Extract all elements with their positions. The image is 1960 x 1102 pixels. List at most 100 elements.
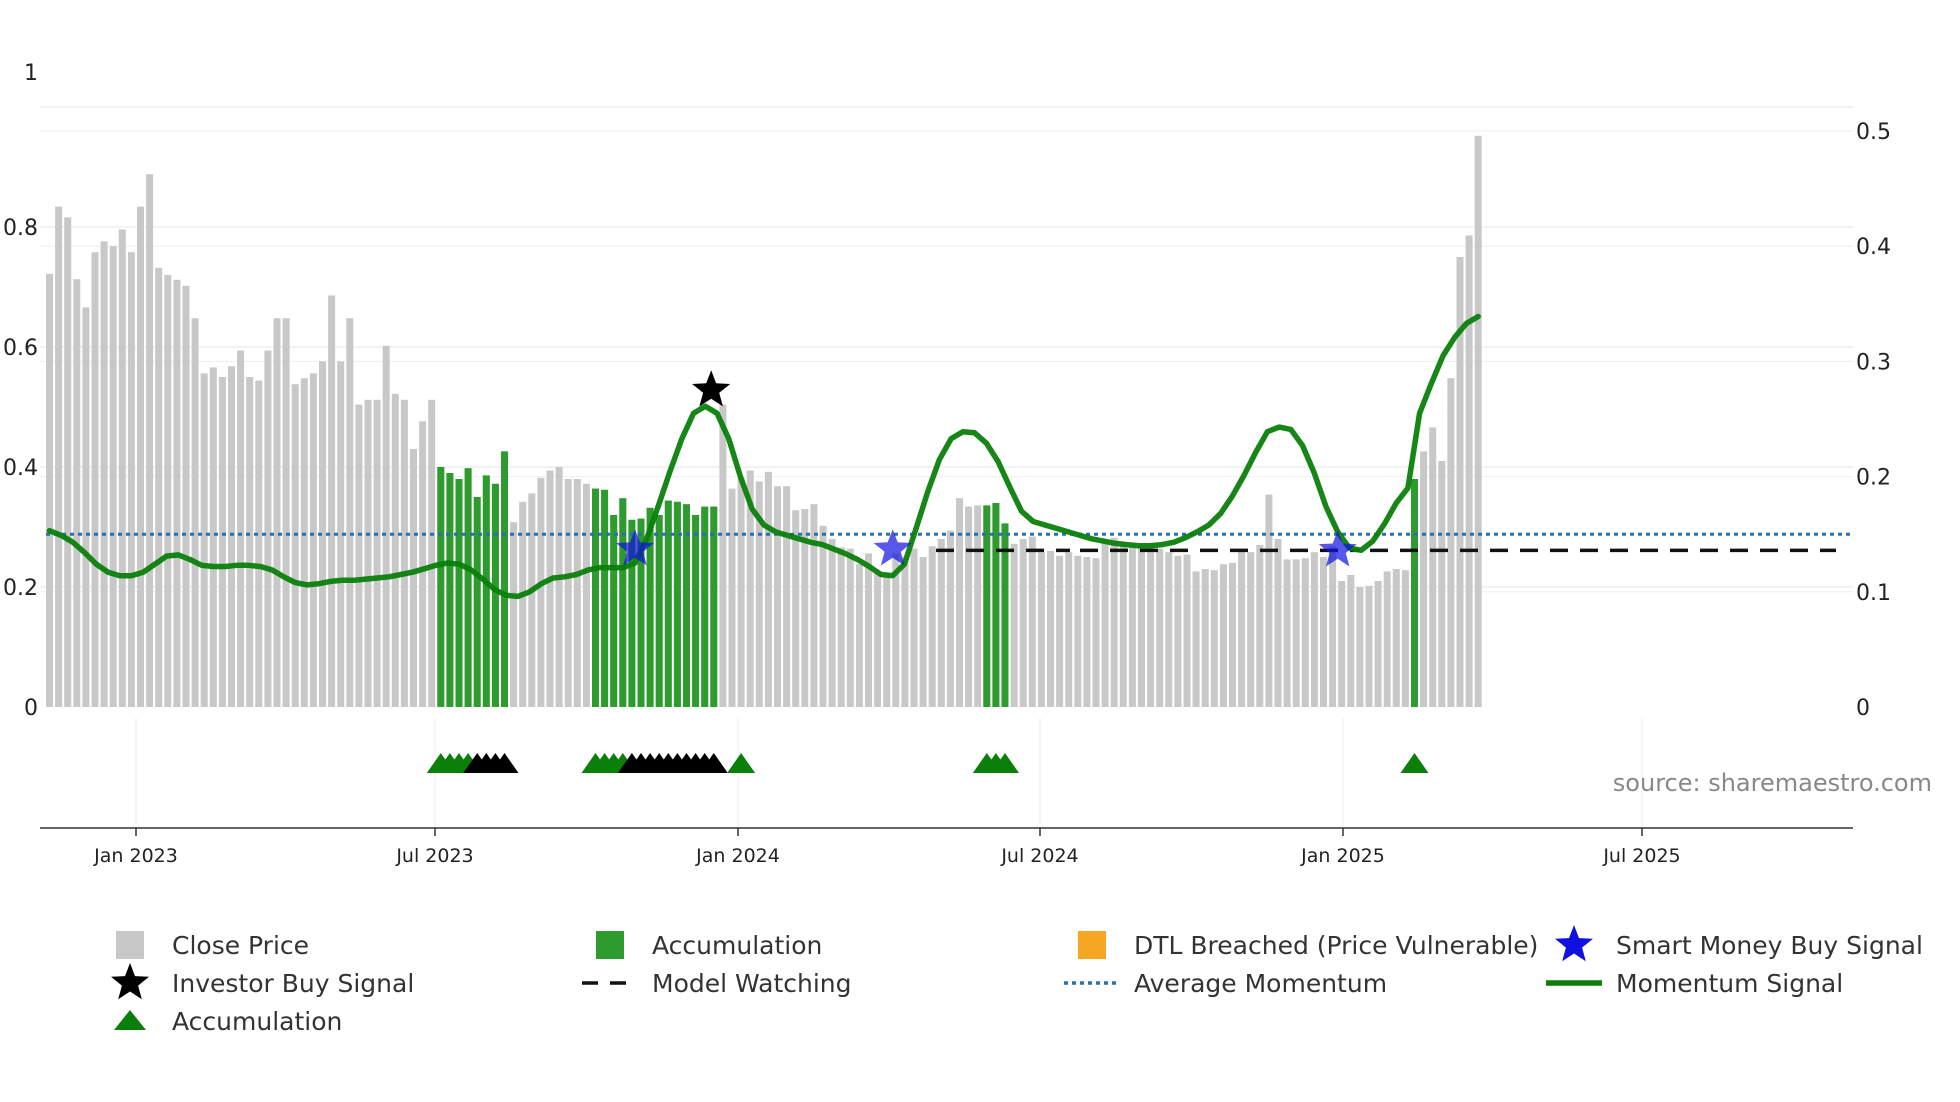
- accumulation-triangle: [699, 753, 728, 773]
- accumulation-bar: [683, 504, 690, 707]
- close-price-bar: [928, 546, 936, 707]
- close-price-bar: [1110, 537, 1118, 707]
- accumulation-bar: [501, 451, 508, 707]
- accumulation-bar: [491, 483, 499, 707]
- close-price-bar: [1037, 552, 1045, 707]
- close-price-bar: [1429, 427, 1437, 707]
- accumulation-triangle: [490, 753, 519, 773]
- accumulation-bar: [701, 506, 709, 707]
- close-price-bar: [1210, 570, 1218, 707]
- close-price-bar: [73, 279, 81, 707]
- close-price-bar: [1119, 542, 1127, 707]
- left-axis-tick-label: 0.2: [3, 576, 38, 601]
- accumulation-bar: [637, 518, 645, 707]
- source-label: source: sharemaestro.com: [1613, 769, 1932, 797]
- close-price-bar: [1201, 569, 1209, 707]
- close-price-bar: [419, 421, 427, 707]
- x-axis-tick-label: Jan 2025: [1300, 845, 1385, 867]
- close-price-bar: [127, 252, 135, 707]
- close-price-bar: [91, 252, 99, 707]
- close-price-bar: [810, 504, 818, 707]
- accumulation-bar: [473, 497, 481, 707]
- close-price-bar: [528, 493, 536, 707]
- legend-label: Close Price: [172, 931, 309, 960]
- close-price-bar: [1447, 378, 1455, 707]
- close-price-bar: [965, 506, 973, 707]
- legend-item: Accumulation: [596, 931, 822, 960]
- close-price-bar: [737, 477, 745, 707]
- close-price-bar: [373, 399, 381, 707]
- close-price-bar: [1156, 548, 1164, 707]
- close-price-bar: [1174, 555, 1182, 707]
- close-price-bar: [109, 246, 117, 707]
- close-price-bar: [919, 557, 927, 707]
- close-price-bar: [155, 267, 163, 707]
- close-price-bar: [1338, 581, 1346, 707]
- accumulation-triangle: [991, 753, 1019, 773]
- close-price-bar: [1374, 581, 1382, 707]
- accumulation-triangle: [1400, 753, 1429, 773]
- close-price-bar: [282, 318, 290, 707]
- close-price-bar: [874, 572, 882, 707]
- close-price-bar: [55, 206, 63, 707]
- close-price-bar: [228, 366, 235, 707]
- close-price-bar: [1247, 552, 1255, 707]
- close-price-bar: [355, 404, 363, 707]
- close-price-bar: [146, 174, 154, 707]
- x-axis-tick-label: Jul 2024: [1000, 845, 1078, 867]
- close-price-bar: [246, 377, 254, 707]
- close-price-bar: [774, 486, 781, 707]
- close-price-bar: [582, 483, 590, 707]
- left-axis-tick-label: 0.4: [3, 456, 38, 481]
- smart-money-buy-star: [616, 529, 655, 566]
- close-price-bar: [783, 486, 791, 707]
- legend-item: Smart Money Buy Signal: [1555, 925, 1923, 962]
- close-price-bar: [1420, 451, 1428, 707]
- legend-item: Accumulation: [114, 1007, 342, 1036]
- close-price-legend-swatch: [116, 931, 144, 959]
- close-price-bar: [410, 449, 417, 707]
- legend-item: Momentum Signal: [1546, 969, 1843, 998]
- close-price-bar: [910, 548, 918, 707]
- accumulation-bar: [601, 489, 609, 707]
- close-price-bar: [1283, 559, 1291, 707]
- close-price-bar: [1356, 587, 1364, 707]
- accumulation-bar: [710, 506, 718, 707]
- close-price-bar: [1183, 554, 1191, 707]
- accumulation-triangle: [727, 753, 756, 773]
- accumulation-legend-triangle: [114, 1010, 146, 1030]
- right-axis-tick-label: 0.3: [1856, 350, 1891, 375]
- close-price-bar: [573, 479, 581, 707]
- legend-item: DTL Breached (Price Vulnerable): [1078, 931, 1538, 960]
- close-price-bar: [937, 539, 945, 707]
- close-price-bar: [892, 553, 900, 707]
- close-price-bar: [755, 481, 763, 707]
- legend-label: Model Watching: [652, 969, 852, 998]
- close-price-bar: [1028, 536, 1036, 707]
- close-price-bar: [1465, 235, 1473, 707]
- close-price-bar: [164, 275, 172, 707]
- close-price-bar: [819, 525, 827, 707]
- accumulation-bar: [455, 479, 463, 707]
- close-price-bar: [400, 399, 408, 707]
- close-price-bar: [1147, 545, 1155, 707]
- close-price-bar: [300, 378, 308, 707]
- legend-label: Smart Money Buy Signal: [1616, 931, 1923, 960]
- legend-item: Investor Buy Signal: [111, 963, 414, 1000]
- left-axis-tick-label: 1: [24, 61, 38, 86]
- close-price-bar: [946, 530, 954, 707]
- accumulation-legend-swatch: [596, 931, 624, 959]
- close-price-bar: [1101, 540, 1109, 707]
- close-price-bar: [846, 548, 854, 707]
- signal-lines: [46, 313, 1853, 600]
- accumulation-bar: [673, 501, 681, 707]
- x-axis-tick-label: Jan 2024: [695, 845, 780, 867]
- legend: Close Price Accumulation DTL Breached (Pri…: [111, 925, 1923, 1036]
- close-price-bar: [1128, 545, 1136, 707]
- close-price-bar: [1329, 546, 1337, 707]
- close-price-bar: [555, 467, 563, 707]
- close-price-bar: [883, 577, 891, 707]
- close-price-bar: [1301, 558, 1309, 707]
- momentum-signal-line: [46, 313, 1481, 600]
- investor-buy-star: [692, 370, 731, 407]
